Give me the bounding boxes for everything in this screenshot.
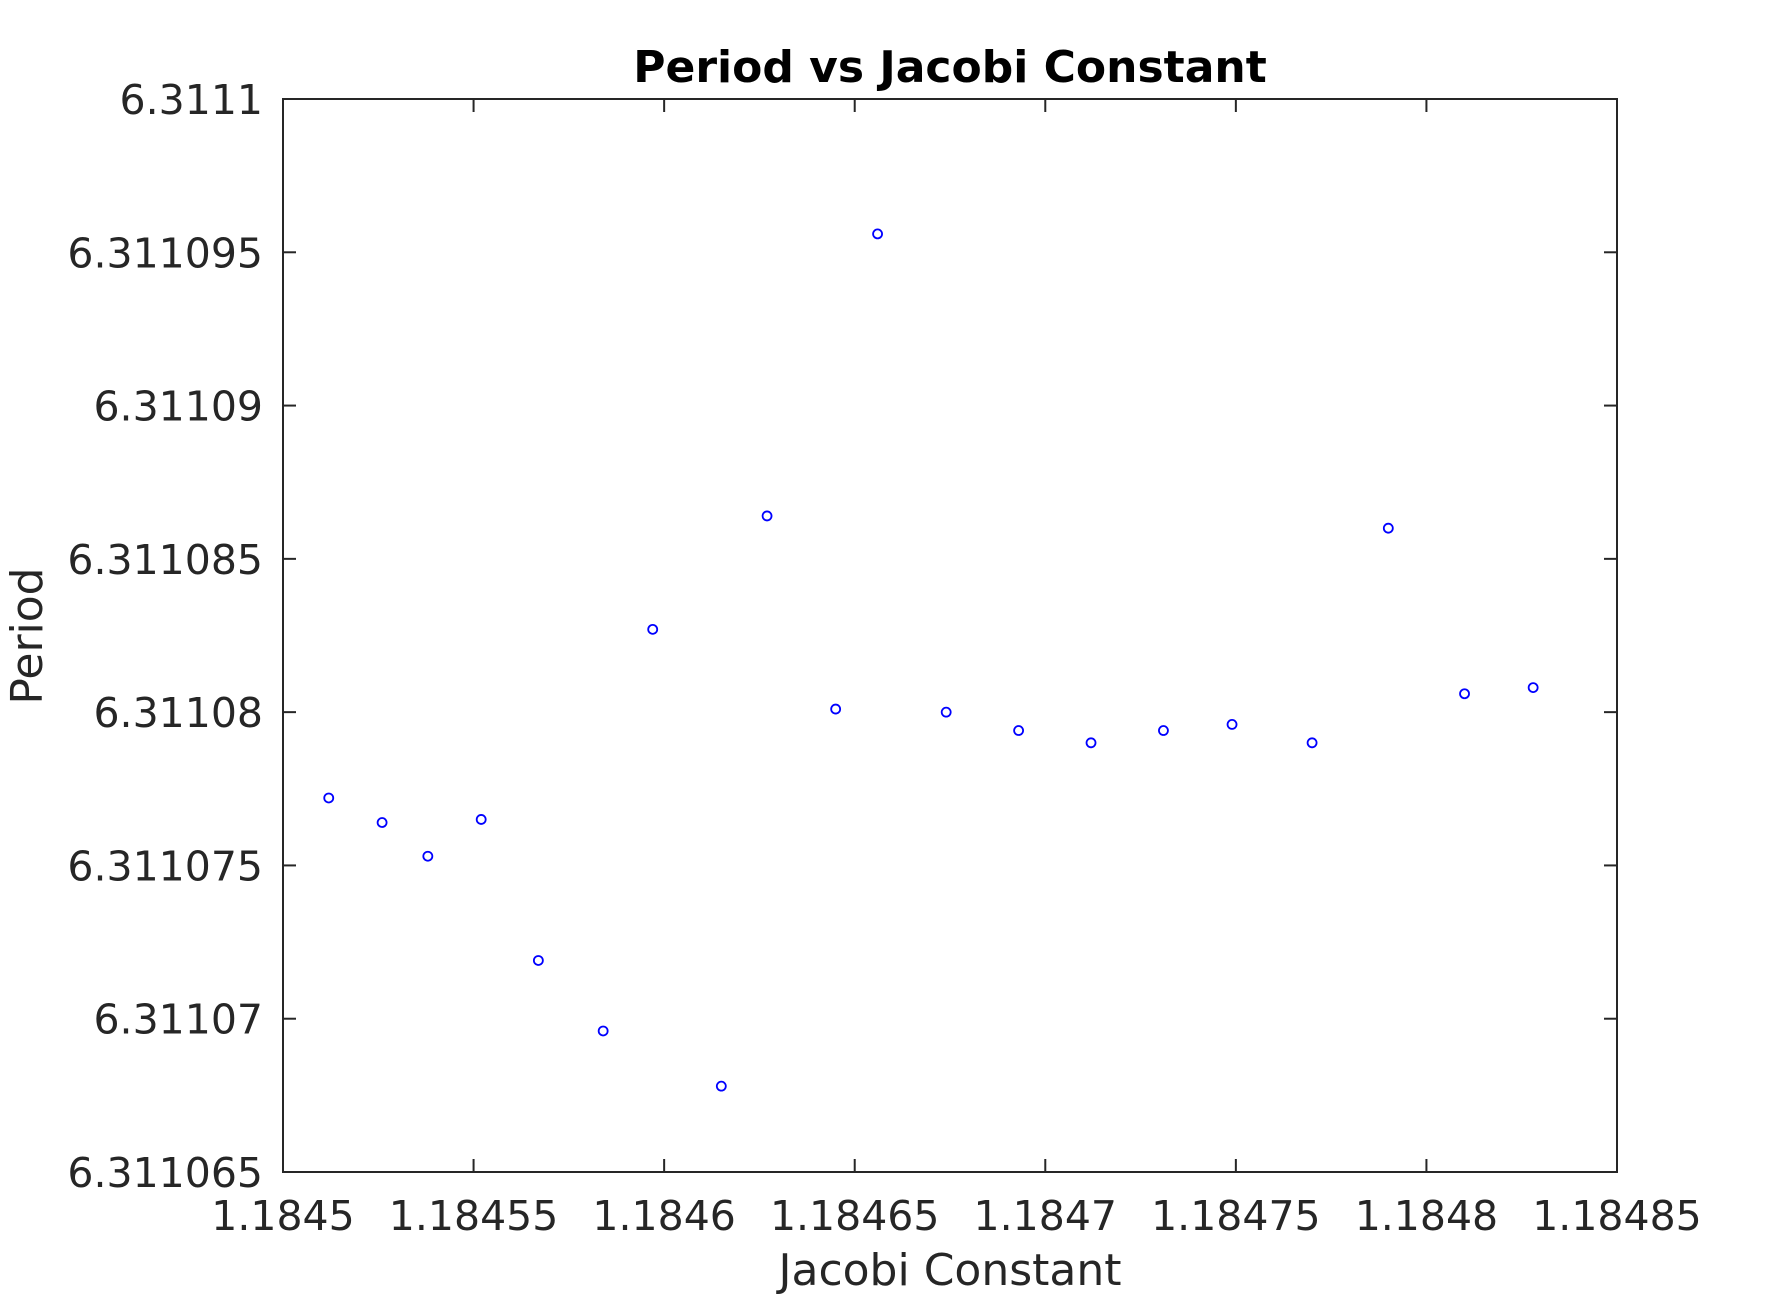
- x-tick-label: 1.18455: [389, 1192, 559, 1240]
- data-point: [1158, 725, 1169, 736]
- data-point: [647, 623, 659, 635]
- data-point: [597, 1025, 609, 1037]
- y-tick-label: 6.3111: [120, 76, 263, 124]
- data-point: [872, 228, 883, 240]
- data-point: [1527, 682, 1539, 694]
- data-point: [1013, 725, 1025, 736]
- data-point: [940, 706, 952, 718]
- plot-frame: [282, 98, 1618, 1173]
- data-point: [323, 792, 335, 804]
- data-point: [422, 850, 434, 862]
- y-tick-label: 6.311075: [67, 842, 263, 890]
- data-points: [323, 228, 1539, 1092]
- plot-area: [282, 98, 1618, 1173]
- data-point: [1306, 737, 1318, 749]
- x-tick-label: 1.1847: [974, 1192, 1117, 1240]
- x-tick-label: 1.1846: [592, 1192, 735, 1240]
- data-point: [475, 814, 487, 825]
- data-point: [761, 510, 773, 522]
- x-axis-label: Jacobi Constant: [776, 1245, 1122, 1296]
- data-point: [1085, 737, 1097, 749]
- x-tick-label: 1.1848: [1355, 1192, 1498, 1240]
- y-tick-label: 6.31109: [93, 383, 263, 431]
- chart-title: Period vs Jacobi Constant: [633, 42, 1267, 93]
- data-point: [1226, 719, 1238, 730]
- y-tick-label: 6.31107: [93, 996, 263, 1044]
- y-tick-label: 6.31108: [93, 689, 263, 737]
- x-tick-label: 1.1845: [211, 1192, 354, 1240]
- x-tick-label: 1.18465: [770, 1192, 940, 1240]
- y-axis: 6.311065 6.31107 6.311075 6.31108 6.311085 6.…: [67, 76, 1617, 1197]
- data-point: [376, 817, 388, 828]
- data-point: [830, 703, 842, 715]
- data-point: [1459, 688, 1470, 700]
- x-axis: 1.1845 1.18455 1.1846 1.18465 1.1847 1.18475 1…: [211, 99, 1702, 1240]
- y-tick-label: 6.311065: [67, 1149, 263, 1197]
- x-tick-label: 1.18485: [1532, 1192, 1702, 1240]
- y-tick-label: 6.311095: [67, 229, 263, 277]
- data-point: [1382, 522, 1394, 534]
- x-tick-label: 1.18475: [1151, 1192, 1321, 1240]
- y-axis-label: Period: [2, 567, 53, 704]
- data-point: [532, 955, 544, 966]
- y-tick-label: 6.311085: [67, 536, 263, 584]
- data-point: [715, 1080, 727, 1092]
